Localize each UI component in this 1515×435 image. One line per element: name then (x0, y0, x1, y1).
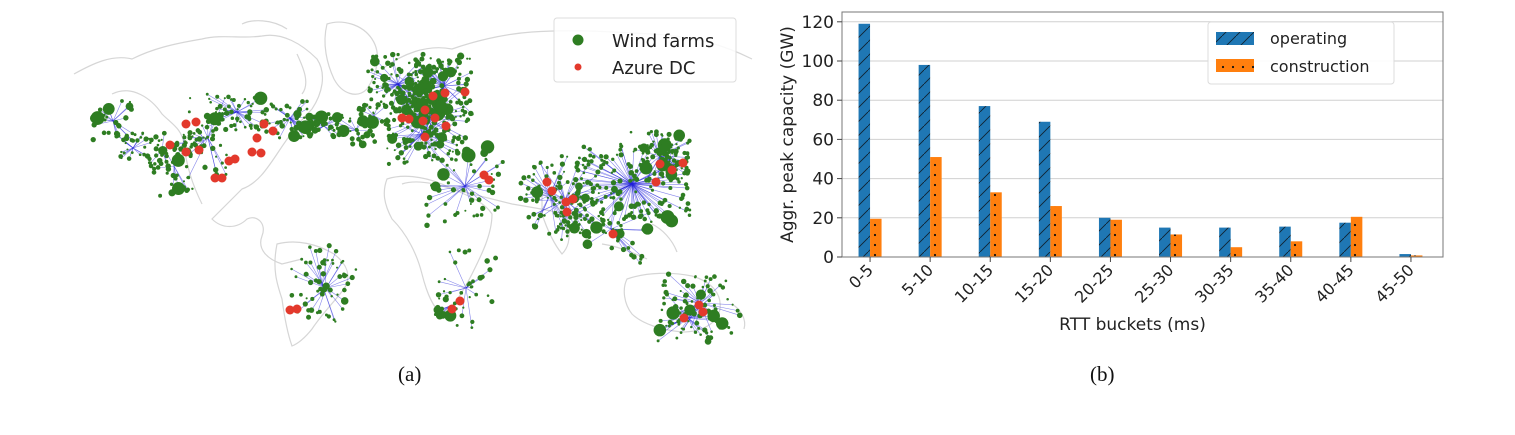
bar-construction-25-30 (1170, 234, 1183, 257)
bar-operating-40-45 (1339, 222, 1351, 257)
wind-farm-markers (89, 51, 743, 345)
chart-legend: operating construction (1207, 21, 1395, 85)
bar-construction-30-35 (1230, 247, 1243, 257)
x-tick-label: 15-20 (1011, 260, 1057, 306)
x-tick-label: 35-40 (1251, 260, 1297, 306)
bar-construction-10-15 (990, 192, 1002, 257)
y-tick-label: 40 (812, 170, 834, 190)
y-tick-label: 100 (802, 52, 834, 72)
x-tick-label: 25-30 (1131, 260, 1177, 306)
legend-label-construction: construction (1270, 57, 1370, 76)
caption-a: (a) (398, 362, 422, 386)
bar-construction-15-20 (1050, 206, 1062, 257)
legend-swatch-operating (1216, 32, 1254, 45)
y-tick-label: 120 (802, 13, 834, 33)
azure-dc-legend-marker (574, 63, 582, 71)
bar-operating-25-30 (1159, 227, 1171, 257)
bar-construction-40-45 (1350, 216, 1363, 257)
bar-construction-45-50 (1410, 255, 1423, 257)
map-legend: Wind farms Azure DC (553, 17, 737, 83)
y-tick-label: 0 (823, 248, 834, 268)
legend-label-wind-farms: Wind farms (612, 31, 714, 52)
x-tick-label: 20-25 (1071, 260, 1117, 306)
x-tick-label: 30-35 (1191, 260, 1237, 306)
y-tick-label: 20 (812, 209, 834, 229)
bar-operating-5-10 (918, 64, 931, 257)
map-panel: Wind farms Azure DC (72, 14, 762, 347)
y-tick-label: 60 (812, 130, 834, 150)
bar-chart: 0 20 40 60 80 100 120 0-5 5-10 10-15 15-20 20-25 25… (778, 11, 1444, 335)
bar-operating-15-20 (1038, 121, 1051, 257)
bar-construction-0-5 (870, 218, 882, 257)
x-axis-label: RTT buckets (ms) (1059, 315, 1206, 335)
bar-construction-20-25 (1110, 219, 1122, 257)
bar-operating-45-50 (1399, 254, 1411, 257)
x-tick-label: 45-50 (1371, 260, 1417, 306)
bar-operating-35-40 (1279, 226, 1291, 257)
world-map: Wind farms Azure DC (73, 17, 753, 347)
bar-construction-5-10 (930, 157, 942, 257)
x-tick-label: 10-15 (951, 260, 997, 306)
y-axis-label: Aggr. peak capacity (GW) (778, 26, 798, 243)
x-tick-label: 0-5 (845, 260, 877, 292)
x-tick-label: 40-45 (1311, 260, 1357, 306)
legend-label-azure-dc: Azure DC (612, 58, 695, 79)
legend-label-operating: operating (1270, 29, 1347, 48)
caption-b: (b) (1090, 362, 1115, 386)
bar-chart-panel: 0 20 40 60 80 100 120 0-5 5-10 10-15 15-20 20-25 25… (770, 0, 1515, 400)
wind-farm-legend-marker (572, 34, 584, 46)
y-tick-label: 80 (812, 91, 834, 111)
plot-area (841, 11, 1444, 258)
bar-operating-0-5 (858, 23, 871, 258)
datacenter-markers (165, 87, 708, 323)
x-tick-label: 5-10 (898, 260, 937, 299)
bar-operating-30-35 (1219, 227, 1231, 257)
x-axis-ticks: 0-5 5-10 10-15 15-20 20-25 25-30 30-35 35-40 40-… (845, 257, 1418, 307)
bar-construction-35-40 (1290, 241, 1303, 257)
bars (858, 23, 1423, 258)
y-axis-ticks: 0 20 40 60 80 100 120 (802, 13, 842, 268)
legend-swatch-construction (1216, 59, 1254, 72)
bar-operating-20-25 (1098, 217, 1111, 257)
bar-operating-10-15 (978, 106, 991, 257)
